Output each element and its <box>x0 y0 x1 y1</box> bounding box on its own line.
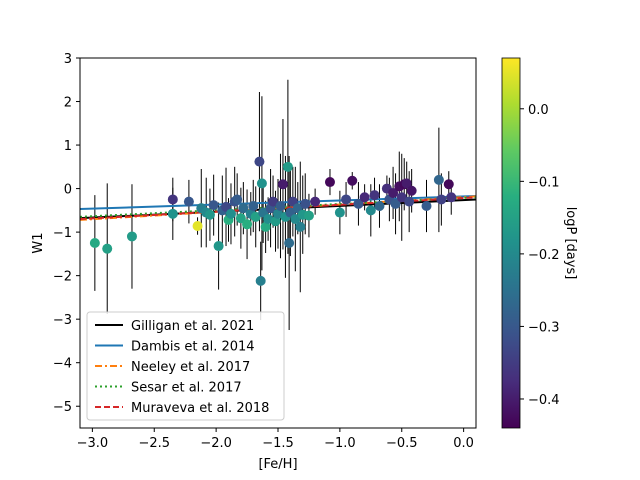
data-point <box>277 179 288 190</box>
data-point <box>421 201 432 211</box>
x-tick-label: −1.0 <box>324 436 356 451</box>
data-point <box>396 192 407 203</box>
data-point <box>404 196 415 207</box>
x-tick-label: −0.5 <box>386 436 418 451</box>
data-point <box>353 198 364 209</box>
data-point <box>204 209 215 220</box>
data-point <box>374 201 385 211</box>
data-point <box>183 196 194 207</box>
data-point <box>443 179 454 190</box>
data-point <box>225 208 236 219</box>
data-point <box>238 203 249 214</box>
data-point <box>126 231 137 242</box>
colorbar-tick-label: 0.0 <box>528 103 549 118</box>
colorbar-label: logP [days] <box>563 207 578 280</box>
x-axis-label: [Fe/H] <box>258 457 297 472</box>
data-point <box>221 201 232 212</box>
data-point <box>303 210 314 221</box>
legend-label: Neeley et al. 2017 <box>131 360 250 375</box>
data-point <box>89 238 100 248</box>
legend: Gilligan et al. 2021 Dambis et al. 2014 Ne… <box>86 311 285 421</box>
data-point <box>282 161 293 172</box>
data-point <box>290 214 301 225</box>
data-point <box>284 238 295 248</box>
data-point <box>254 156 265 167</box>
data-point <box>256 178 267 189</box>
x-tick-label: 0.0 <box>453 436 474 451</box>
colorbar <box>501 57 521 429</box>
data-point <box>192 221 203 232</box>
data-point <box>324 177 335 188</box>
data-point <box>102 243 113 254</box>
data-point <box>235 213 246 224</box>
colorbar-tick-label: −0.2 <box>528 248 560 263</box>
y-tick-label: 2 <box>64 96 72 111</box>
data-point <box>213 241 224 252</box>
colorbar-tick-label: −0.4 <box>528 393 560 408</box>
data-point <box>433 174 444 185</box>
data-point <box>369 190 380 201</box>
legend-label: Sesar et al. 2017 <box>131 381 242 396</box>
y-tick-label: −2 <box>53 270 72 285</box>
x-tick-label: −2.5 <box>138 436 170 451</box>
legend-label: Muraveva et al. 2018 <box>131 401 269 416</box>
x-tick-label: −2.0 <box>200 436 232 451</box>
data-point <box>347 175 358 186</box>
legend-label: Gilligan et al. 2021 <box>131 319 254 334</box>
legend-box <box>86 311 285 421</box>
data-point <box>167 194 178 205</box>
data-point <box>250 211 261 222</box>
x-tick-label: −1.5 <box>262 436 294 451</box>
data-point <box>446 192 457 203</box>
data-point <box>242 219 253 230</box>
data-point <box>341 194 352 205</box>
y-axis-ticks: 3 2 1 0 −1 −2 −3 −4 −5 <box>53 52 80 415</box>
y-tick-label: −1 <box>53 226 72 241</box>
data-point <box>334 207 345 218</box>
y-tick-label: 3 <box>64 52 72 67</box>
data-point <box>232 194 243 205</box>
y-tick-label: −5 <box>53 400 72 415</box>
legend-label: Dambis et al. 2014 <box>131 340 255 355</box>
y-tick-label: −4 <box>53 357 72 372</box>
y-axis-label: W1 <box>31 232 46 253</box>
data-point <box>167 208 178 219</box>
data-point <box>401 178 412 189</box>
data-point <box>255 275 266 286</box>
data-point <box>388 187 399 198</box>
data-point <box>275 201 286 211</box>
colorbar-tick-label: −0.1 <box>528 175 560 190</box>
colorbar-tick-label: −0.3 <box>528 320 560 335</box>
data-points <box>89 156 457 286</box>
x-axis-ticks: −3.0 −2.5 −2.0 −1.5 −1.0 −0.5 0.0 <box>77 428 474 451</box>
data-point <box>260 221 271 232</box>
data-point <box>436 194 447 205</box>
data-point <box>208 200 219 211</box>
data-point <box>295 221 306 232</box>
data-point <box>359 192 370 203</box>
y-tick-label: 1 <box>64 139 72 154</box>
colorbar-ticks: 0.0 −0.1 −0.2 −0.3 −0.4 <box>520 103 560 408</box>
y-tick-label: −3 <box>53 313 72 328</box>
data-point <box>300 198 311 209</box>
x-tick-label: −3.0 <box>77 436 109 451</box>
data-point <box>365 205 376 216</box>
y-tick-label: 0 <box>64 183 72 198</box>
data-point <box>248 201 259 211</box>
data-point <box>390 198 401 209</box>
data-point <box>310 196 321 207</box>
data-point <box>406 185 417 196</box>
data-point <box>268 196 279 207</box>
